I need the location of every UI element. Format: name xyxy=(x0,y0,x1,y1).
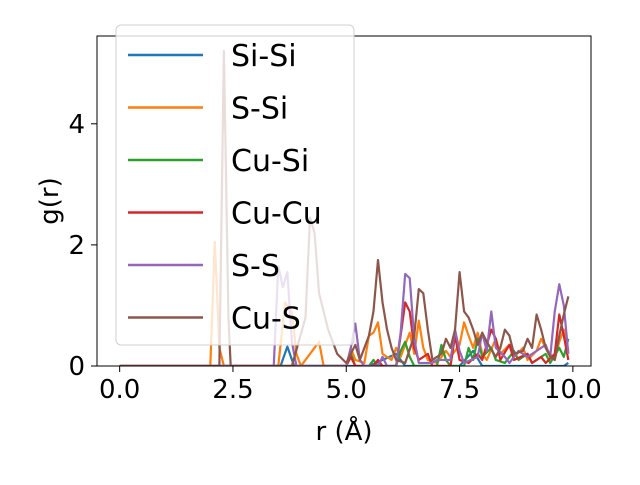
legend-label-s-si: S-Si xyxy=(231,92,288,127)
series-line-s-si xyxy=(119,240,570,366)
series-line-si-si xyxy=(119,345,569,366)
ticks: 0.0 2.5 5.0 7.5 10.0 0 2 4 xyxy=(68,110,601,405)
legend: Si-Si S-Si Cu-Si Cu-Cu S-S Cu-S xyxy=(115,24,355,346)
legend-label-cu-cu: Cu-Cu xyxy=(231,197,322,232)
y-tick-label: 0 xyxy=(68,352,85,382)
legend-label-si-si: Si-Si xyxy=(231,39,297,74)
x-tick-label: 10.0 xyxy=(544,375,602,405)
legend-label-cu-s: Cu-S xyxy=(231,302,301,337)
x-tick-label: 7.5 xyxy=(439,375,480,405)
legend-label-cu-si: Cu-Si xyxy=(231,144,309,179)
x-tick-label: 5.0 xyxy=(326,375,367,405)
legend-label-s-s: S-S xyxy=(231,249,280,284)
x-axis-label: r (Å) xyxy=(315,415,372,447)
series-line-s-s xyxy=(119,264,570,366)
y-axis-label: g(r) xyxy=(35,177,65,224)
y-tick-label: 4 xyxy=(68,110,85,140)
x-tick-label: 0.0 xyxy=(99,375,140,405)
y-tick-label: 2 xyxy=(68,231,85,261)
x-tick-label: 2.5 xyxy=(212,375,253,405)
series-lines xyxy=(119,50,570,366)
